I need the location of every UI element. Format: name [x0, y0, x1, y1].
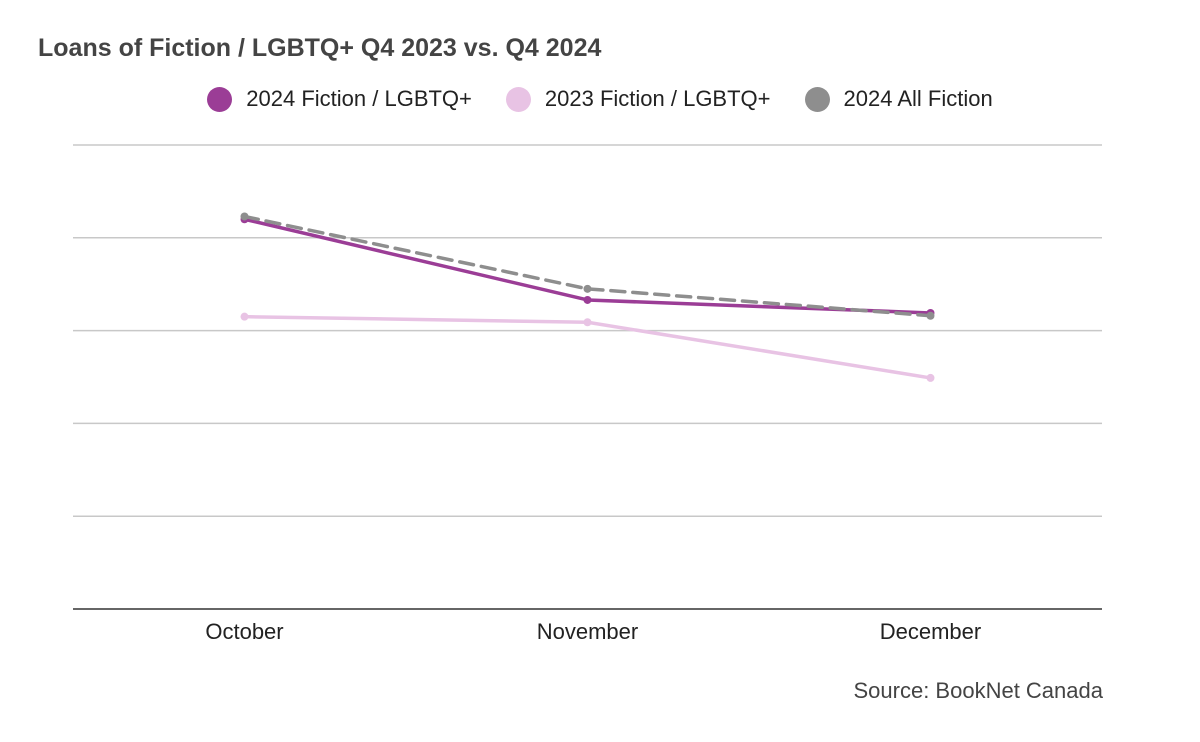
- legend-label-2024-all-fiction: 2024 All Fiction: [843, 86, 993, 111]
- data-point-1-0: [240, 312, 249, 321]
- x-tick-label: November: [537, 619, 638, 644]
- x-tick-label: October: [205, 619, 283, 644]
- legend-swatch-2023-lgbtq: [505, 86, 531, 112]
- data-point-1-1: [583, 318, 592, 327]
- data-point-2-0: [240, 212, 249, 221]
- data-point-1-2: [926, 373, 935, 382]
- legend-item-2024-all-fiction[interactable]: 2024 All Fiction: [804, 86, 993, 112]
- data-point-0-1: [583, 295, 592, 304]
- legend-item-2024-lgbtq[interactable]: 2024 Fiction / LGBTQ+: [207, 86, 472, 112]
- data-point-2-1: [583, 284, 592, 293]
- source-note: Source: BookNet Canada: [853, 678, 1104, 703]
- legend-swatch-2024-lgbtq: [207, 86, 233, 112]
- legend-item-2023-lgbtq[interactable]: 2023 Fiction / LGBTQ+: [505, 86, 771, 112]
- legend-swatch-2024-all-fiction: [804, 86, 830, 112]
- data-point-2-2: [926, 311, 935, 320]
- legend-label-2024-lgbtq: 2024 Fiction / LGBTQ+: [246, 86, 472, 111]
- x-tick-label: December: [880, 619, 981, 644]
- legend-label-2023-lgbtq: 2023 Fiction / LGBTQ+: [544, 86, 771, 111]
- legend: 2024 Fiction / LGBTQ+ 2023 Fiction / LGB…: [0, 86, 1200, 112]
- chart-title: Loans of Fiction / LGBTQ+ Q4 2023 vs. Q4…: [38, 34, 602, 62]
